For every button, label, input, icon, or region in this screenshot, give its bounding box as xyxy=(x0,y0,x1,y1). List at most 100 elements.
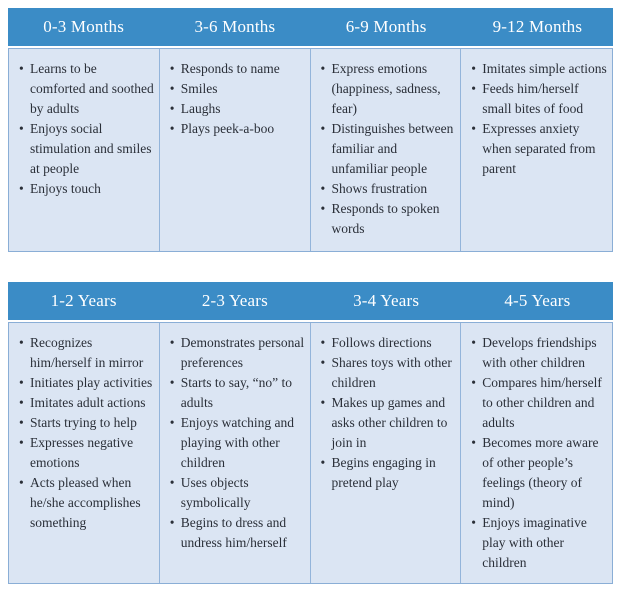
milestone-item: • Makes up games and asks other children … xyxy=(321,393,456,453)
milestone-item: • Plays peek-a-boo xyxy=(170,119,305,139)
milestone-item: • Begins to dress and undress him/herself xyxy=(170,513,305,553)
bullet-icon: • xyxy=(169,335,175,350)
milestone-item: • Distinguishes between familiar and unfa… xyxy=(321,119,456,179)
milestone-item: • Initiates play activities xyxy=(19,373,154,393)
column-cell: • Recognizes him/herself in mirror • Initia… xyxy=(9,323,160,583)
column-cell: • Learns to be comforted and soothed by a… xyxy=(9,49,160,251)
milestone-item: • Recognizes him/herself in mirror xyxy=(19,333,154,373)
bullet-icon: • xyxy=(169,415,175,430)
milestone-text: Responds to spoken words xyxy=(331,201,440,236)
column-cell: • Imitates simple actions • Feeds him/herse… xyxy=(461,49,612,251)
milestone-item: • Enjoys touch xyxy=(19,179,154,199)
bullet-icon: • xyxy=(19,181,24,196)
bullet-icon: • xyxy=(169,121,175,136)
column-cell: • Follows directions • Shares toys with oth… xyxy=(311,323,462,583)
milestone-item: • Expresses anxiety when separated from p… xyxy=(471,119,607,179)
milestone-text: Responds to name xyxy=(180,61,280,76)
milestone-text: Enjoys imaginative play with other child… xyxy=(482,515,587,570)
milestone-item: • Becomes more aware of other people’s fe… xyxy=(471,433,607,513)
milestone-item: • Starts to say, “no” to adults xyxy=(170,373,305,413)
milestone-item: • Develops friendships with other childre… xyxy=(471,333,607,373)
milestone-item: • Responds to spoken words xyxy=(321,199,456,239)
bullet-icon: • xyxy=(471,121,476,136)
milestone-text: Shows frustration xyxy=(331,181,428,196)
milestone-text: Imitates adult actions xyxy=(30,395,146,410)
bullet-icon: • xyxy=(169,61,175,76)
milestone-table-years: 1-2 Years 2-3 Years 3-4 Years 4-5 Years • Re… xyxy=(8,282,613,584)
column-header: 4-5 Years xyxy=(504,291,571,310)
milestone-item: • Feeds him/herself small bites of food xyxy=(471,79,607,119)
bullet-icon: • xyxy=(19,475,24,490)
milestone-item: • Uses objects symbolically xyxy=(170,473,305,513)
milestone-item: • Enjoys imaginative play with other chil… xyxy=(471,513,607,573)
milestone-item: • Laughs xyxy=(170,99,305,119)
bullet-icon: • xyxy=(169,375,175,390)
milestone-item: • Learns to be comforted and soothed by a… xyxy=(19,59,154,119)
bullet-icon: • xyxy=(471,335,476,350)
bullet-icon: • xyxy=(471,81,476,96)
milestone-text: Plays peek-a-boo xyxy=(180,121,275,136)
milestone-list: • Responds to name • Smiles • Laughs • Plays pe… xyxy=(170,59,305,139)
bullet-icon: • xyxy=(19,61,24,76)
table-body-row: • Learns to be comforted and soothed by a… xyxy=(8,48,613,252)
milestone-text: Expresses anxiety when separated from pa… xyxy=(482,121,596,176)
milestone-list: • Express emotions (happiness, sadness, f… xyxy=(321,59,456,239)
milestone-item: • Acts pleased when he/she accomplishes s… xyxy=(19,473,154,533)
bullet-icon: • xyxy=(471,375,476,390)
bullet-icon: • xyxy=(19,395,24,410)
bullet-icon: • xyxy=(320,61,326,76)
milestone-list: • Demonstrates personal preferences • Start… xyxy=(170,333,305,553)
column-header: 9-12 Months xyxy=(492,17,583,36)
column-header: 3-6 Months xyxy=(194,17,276,36)
milestone-text: Compares him/herself to other children a… xyxy=(482,375,602,430)
bullet-icon: • xyxy=(320,181,326,196)
milestone-item: • Begins engaging in pretend play xyxy=(321,453,456,493)
milestone-text: Begins engaging in pretend play xyxy=(331,455,436,490)
milestone-item: • Imitates simple actions xyxy=(471,59,607,79)
milestone-list: • Develops friendships with other childre… xyxy=(471,333,607,573)
table-gap xyxy=(8,252,613,282)
milestone-item: • Enjoys watching and playing with other … xyxy=(170,413,305,473)
milestone-text: Becomes more aware of other people’s fee… xyxy=(482,435,599,510)
milestone-list: • Recognizes him/herself in mirror • Initia… xyxy=(19,333,154,533)
milestone-text: Uses objects symbolically xyxy=(180,475,251,510)
bullet-icon: • xyxy=(169,515,175,530)
milestone-list: • Learns to be comforted and soothed by a… xyxy=(19,59,154,199)
milestone-text: Acts pleased when he/she accomplishes so… xyxy=(30,475,141,530)
milestone-table-months: 0-3 Months 3-6 Months 6-9 Months 9-12 Month… xyxy=(8,8,613,252)
milestone-item: • Enjoys social stimulation and smiles at… xyxy=(19,119,154,179)
bullet-icon: • xyxy=(471,61,476,76)
bullet-icon: • xyxy=(320,355,326,370)
milestone-text: Enjoys social stimulation and smiles at … xyxy=(30,121,152,176)
bullet-icon: • xyxy=(320,395,326,410)
bullet-icon: • xyxy=(320,201,326,216)
milestone-text: Learns to be comforted and soothed by ad… xyxy=(30,61,154,116)
milestone-item: • Follows directions xyxy=(321,333,456,353)
milestone-item: • Express emotions (happiness, sadness, f… xyxy=(321,59,456,119)
milestone-text: Enjoys watching and playing with other c… xyxy=(180,415,294,470)
bullet-icon: • xyxy=(320,335,326,350)
milestone-text: Initiates play activities xyxy=(30,375,153,390)
column-header: 1-2 Years xyxy=(50,291,117,310)
milestone-text: Develops friendships with other children xyxy=(482,335,597,370)
milestone-item: • Responds to name xyxy=(170,59,305,79)
milestone-text: Begins to dress and undress him/herself xyxy=(180,515,287,550)
milestone-list: • Imitates simple actions • Feeds him/herse… xyxy=(471,59,607,179)
milestone-text: Shares toys with other children xyxy=(331,355,452,390)
milestone-item: • Starts trying to help xyxy=(19,413,154,433)
bullet-icon: • xyxy=(19,121,24,136)
milestone-item: • Demonstrates personal preferences xyxy=(170,333,305,373)
milestone-item: • Compares him/herself to other children … xyxy=(471,373,607,433)
milestone-item: • Imitates adult actions xyxy=(19,393,154,413)
milestone-text: Feeds him/herself small bites of food xyxy=(482,81,584,116)
milestone-item: • Smiles xyxy=(170,79,305,99)
column-header: 0-3 Months xyxy=(43,17,125,36)
milestone-text: Makes up games and asks other children t… xyxy=(331,395,448,450)
bullet-icon: • xyxy=(169,475,175,490)
milestone-text: Expresses negative emotions xyxy=(30,435,134,470)
bullet-icon: • xyxy=(19,335,24,350)
milestone-text: Starts to say, “no” to adults xyxy=(180,375,292,410)
bullet-icon: • xyxy=(320,121,326,136)
table-body-row: • Recognizes him/herself in mirror • Initia… xyxy=(8,322,613,584)
